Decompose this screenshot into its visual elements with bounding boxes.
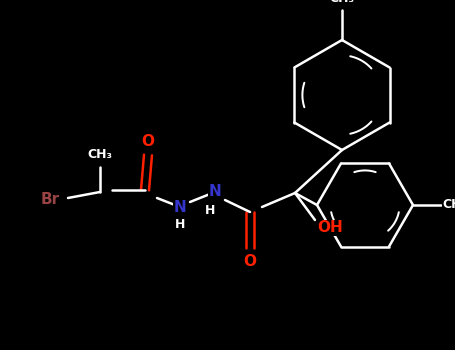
Text: N: N	[174, 199, 187, 215]
Text: CH₃: CH₃	[87, 147, 112, 161]
Text: O: O	[142, 133, 155, 148]
Text: O: O	[243, 254, 257, 270]
Text: H: H	[175, 218, 185, 231]
Text: H: H	[205, 203, 215, 217]
Text: N: N	[209, 184, 222, 200]
Text: CH₃: CH₃	[443, 198, 455, 211]
Text: Br: Br	[40, 193, 60, 208]
Text: OH: OH	[317, 220, 343, 236]
Text: CH₃: CH₃	[329, 0, 354, 5]
